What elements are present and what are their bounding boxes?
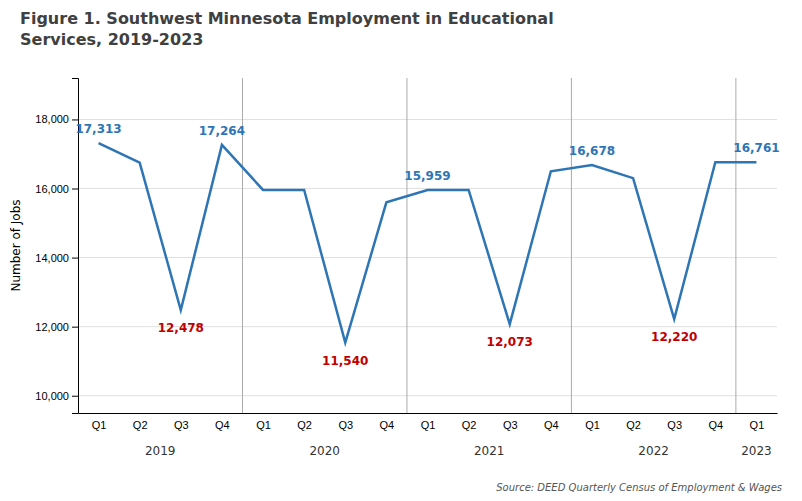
y-tick-label: 10,000 [35,390,69,402]
x-axis: Q1 Q2 Q3 Q4 Q1 Q2 Q3 Q4 Q1 Q2 Q3 Q4 Q1 Q2 Q3 Q4 Q1 [79,413,778,431]
y-tick: 18,000 [35,113,78,125]
y-axis: 10,000 12,000 14,000 16,000 18,000 [35,79,78,414]
year-label: 2023 [741,444,772,458]
x-tick-label: Q4 [215,419,230,431]
x-tick-label: Q1 [750,419,765,431]
y-tick: 10,000 [35,390,78,402]
x-tick-label: Q2 [626,419,641,431]
y-tick-mark [72,258,78,259]
series [99,143,757,342]
x-tick: Q3 [174,413,189,431]
x-tick-label: Q3 [503,419,518,431]
x-tick-label: Q3 [174,419,189,431]
x-tick-label: Q1 [92,419,107,431]
year-label: 2020 [309,444,340,458]
title-line: Figure 1. Southwest Minnesota Employment… [20,9,554,28]
title-line: Services, 2019-2023 [20,30,203,49]
y-tick-mark [72,396,78,397]
x-tick: Q1 [585,413,600,431]
x-tick: Q2 [462,413,477,431]
y-tick: 12,000 [35,321,78,333]
grid [78,119,777,395]
annotation: 12,073 [487,335,533,349]
y-tick-mark [72,327,78,328]
y-tick-mark [72,189,78,190]
x-tick: Q3 [667,413,682,431]
y-tick-mark [72,119,78,120]
x-tick: Q1 [92,413,107,431]
title: Figure 1. Southwest Minnesota Employment… [20,9,554,49]
separators [242,78,735,413]
x-tick-label: Q3 [667,419,682,431]
x-tick: Q4 [215,413,230,431]
x-tick: Q2 [297,413,312,431]
y-tick-label: 18,000 [35,113,69,125]
x-tick-label: Q2 [462,419,477,431]
annotation: 16,678 [569,144,615,158]
y-tick-label: 12,000 [35,321,69,333]
annotation: 12,220 [651,330,697,344]
annotation: 17,313 [75,122,121,136]
separator [735,78,736,413]
x-tick-label: Q1 [256,419,271,431]
y-axis-title: Number of Jobs [9,199,23,291]
x-tick: Q2 [626,413,641,431]
x-tick-label: Q1 [421,419,436,431]
annotation: 17,264 [199,124,245,138]
x-tick-label: Q1 [585,419,600,431]
x-tick-label: Q4 [544,419,559,431]
year-labels: 2019 2020 2021 2022 2023 [145,444,772,458]
y-tick: 14,000 [35,252,78,264]
x-tick: Q3 [503,413,518,431]
year-label: 2022 [638,444,669,458]
grid-line [78,257,777,258]
separator [571,78,572,413]
chart: Figure 1. Southwest Minnesota Employment… [0,0,802,501]
annotation: 16,761 [733,141,779,155]
y-tick: 16,000 [35,183,78,195]
x-axis-line [79,413,778,414]
x-tick-label: Q2 [133,419,148,431]
x-tick: Q4 [544,413,559,431]
x-tick: Q3 [338,413,353,431]
x-tick: Q4 [380,413,395,431]
x-tick: Q1 [256,413,271,431]
source: Source: DEED Quarterly Census of Employm… [496,482,782,493]
year-label: 2019 [145,444,176,458]
annotation: 11,540 [322,354,368,368]
x-tick-label: Q3 [338,419,353,431]
year-label: 2021 [474,444,505,458]
separator [406,78,407,413]
x-tick: Q2 [133,413,148,431]
annotation: 15,959 [404,169,450,183]
grid-line [78,395,777,396]
y-tick-label: 14,000 [35,252,69,264]
x-tick: Q1 [421,413,436,431]
x-tick-label: Q4 [380,419,395,431]
grid-line [78,119,777,120]
annotation: 12,478 [158,321,204,335]
x-tick-label: Q2 [297,419,312,431]
y-tick-label: 16,000 [35,183,69,195]
x-tick-label: Q4 [708,419,723,431]
plot: 10,00012,00014,00016,00018,000Q1Q2Q3Q4Q1… [35,78,779,458]
annotations: 17,313 12,478 17,264 11,540 15,959 12,073 16,6… [75,122,779,367]
x-tick: Q1 [750,413,765,431]
line [99,143,757,342]
x-tick: Q4 [708,413,723,431]
